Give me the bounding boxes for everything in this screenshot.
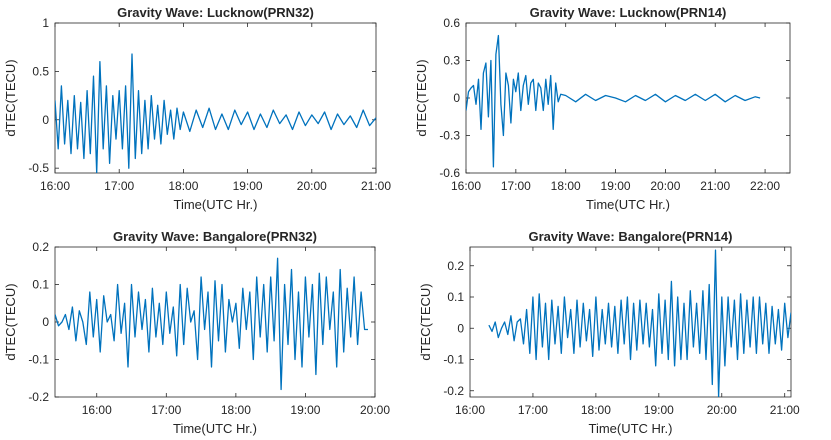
y-tick-label: 0.5 bbox=[32, 64, 49, 78]
chart-panel-3: Gravity Wave: Bangalore(PRN32) 16:00 17:00… bbox=[3, 229, 390, 436]
y-axis-label: dTEC(TECU) bbox=[3, 283, 18, 360]
chart-panel-4: Gravity Wave: Bangalore(PRN14) 16:00 17:00… bbox=[418, 229, 800, 436]
x-tick-label: 16:00 bbox=[82, 403, 112, 417]
y-tick-label: -0.1 bbox=[443, 353, 464, 367]
series-line bbox=[55, 257, 368, 391]
y-tick-label: 0 bbox=[42, 113, 49, 127]
y-tick-label: 0.2 bbox=[447, 259, 464, 273]
y-tick-label: -0.2 bbox=[443, 384, 464, 398]
x-tick-label: 21:00 bbox=[770, 403, 800, 417]
x-tick-label: 18:00 bbox=[551, 179, 581, 193]
x-tick-label: 22:00 bbox=[750, 179, 780, 193]
y-tick-label: -0.6 bbox=[439, 166, 460, 180]
y-tick-label: 0.6 bbox=[443, 16, 460, 30]
x-tick-label: 21:00 bbox=[700, 179, 730, 193]
y-tick-label: 0 bbox=[457, 321, 464, 335]
y-axis-label: dTEC(TECU) bbox=[3, 59, 18, 136]
x-tick-label: 17:00 bbox=[104, 179, 134, 193]
x-tick-label: 20:00 bbox=[650, 179, 680, 193]
x-tick-label: 20:00 bbox=[297, 179, 327, 193]
y-axis-label: dTEC(TECU) bbox=[418, 283, 433, 360]
chart-panel-1: Gravity Wave: Lucknow(PRN32) 16:00 17:00 18… bbox=[3, 5, 391, 212]
x-tick-label: 18:00 bbox=[221, 403, 251, 417]
plot-frame bbox=[54, 22, 377, 174]
x-tick-label: 16:00 bbox=[455, 403, 485, 417]
y-tick-label: -0.2 bbox=[28, 390, 49, 404]
series-line bbox=[488, 249, 791, 397]
plot-frame bbox=[54, 246, 376, 398]
x-tick-label: 19:00 bbox=[601, 179, 631, 193]
y-tick-label: 0.1 bbox=[32, 278, 49, 292]
chart-panel-2: Gravity Wave: Lucknow(PRN14) 16:00 17:00 18… bbox=[414, 5, 791, 212]
y-tick-label: 0.1 bbox=[447, 290, 464, 304]
x-tick-label: 16:00 bbox=[451, 179, 481, 193]
x-tick-label: 19:00 bbox=[290, 403, 320, 417]
x-tick-label: 20:00 bbox=[360, 403, 390, 417]
x-axis-label: Time(UTC Hr.) bbox=[173, 421, 257, 436]
x-axis-label: Time(UTC Hr.) bbox=[588, 421, 672, 436]
x-tick-label: 16:00 bbox=[40, 179, 70, 193]
plot-frame bbox=[469, 246, 792, 398]
y-tick-label: 0.3 bbox=[443, 54, 460, 68]
chart-title: Gravity Wave: Bangalore(PRN14) bbox=[529, 229, 733, 244]
chart-title: Gravity Wave: Lucknow(PRN14) bbox=[530, 5, 727, 20]
x-axis-label: Time(UTC Hr.) bbox=[173, 197, 257, 212]
x-tick-label: 17:00 bbox=[518, 403, 548, 417]
y-tick-label: 0.2 bbox=[32, 240, 49, 254]
chart-title: Gravity Wave: Bangalore(PRN32) bbox=[113, 229, 317, 244]
x-tick-label: 17:00 bbox=[501, 179, 531, 193]
x-tick-label: 21:00 bbox=[361, 179, 391, 193]
y-tick-label: -0.3 bbox=[439, 129, 460, 143]
x-tick-label: 17:00 bbox=[151, 403, 181, 417]
y-tick-label: 0 bbox=[453, 91, 460, 105]
x-tick-label: 20:00 bbox=[707, 403, 737, 417]
chart-title: Gravity Wave: Lucknow(PRN32) bbox=[117, 5, 314, 20]
y-tick-label: -0.5 bbox=[28, 161, 49, 175]
x-axis-label: Time(UTC Hr.) bbox=[586, 197, 670, 212]
x-tick-label: 19:00 bbox=[233, 179, 263, 193]
x-tick-label: 18:00 bbox=[168, 179, 198, 193]
x-tick-label: 19:00 bbox=[644, 403, 674, 417]
x-tick-label: 18:00 bbox=[581, 403, 611, 417]
y-axis-label: dTEC(TECU) bbox=[414, 59, 429, 136]
series-line bbox=[55, 53, 376, 173]
series-line bbox=[466, 34, 761, 168]
y-tick-label: 0 bbox=[42, 315, 49, 329]
y-tick-label: -0.1 bbox=[28, 353, 49, 367]
y-tick-label: 1 bbox=[42, 16, 49, 30]
